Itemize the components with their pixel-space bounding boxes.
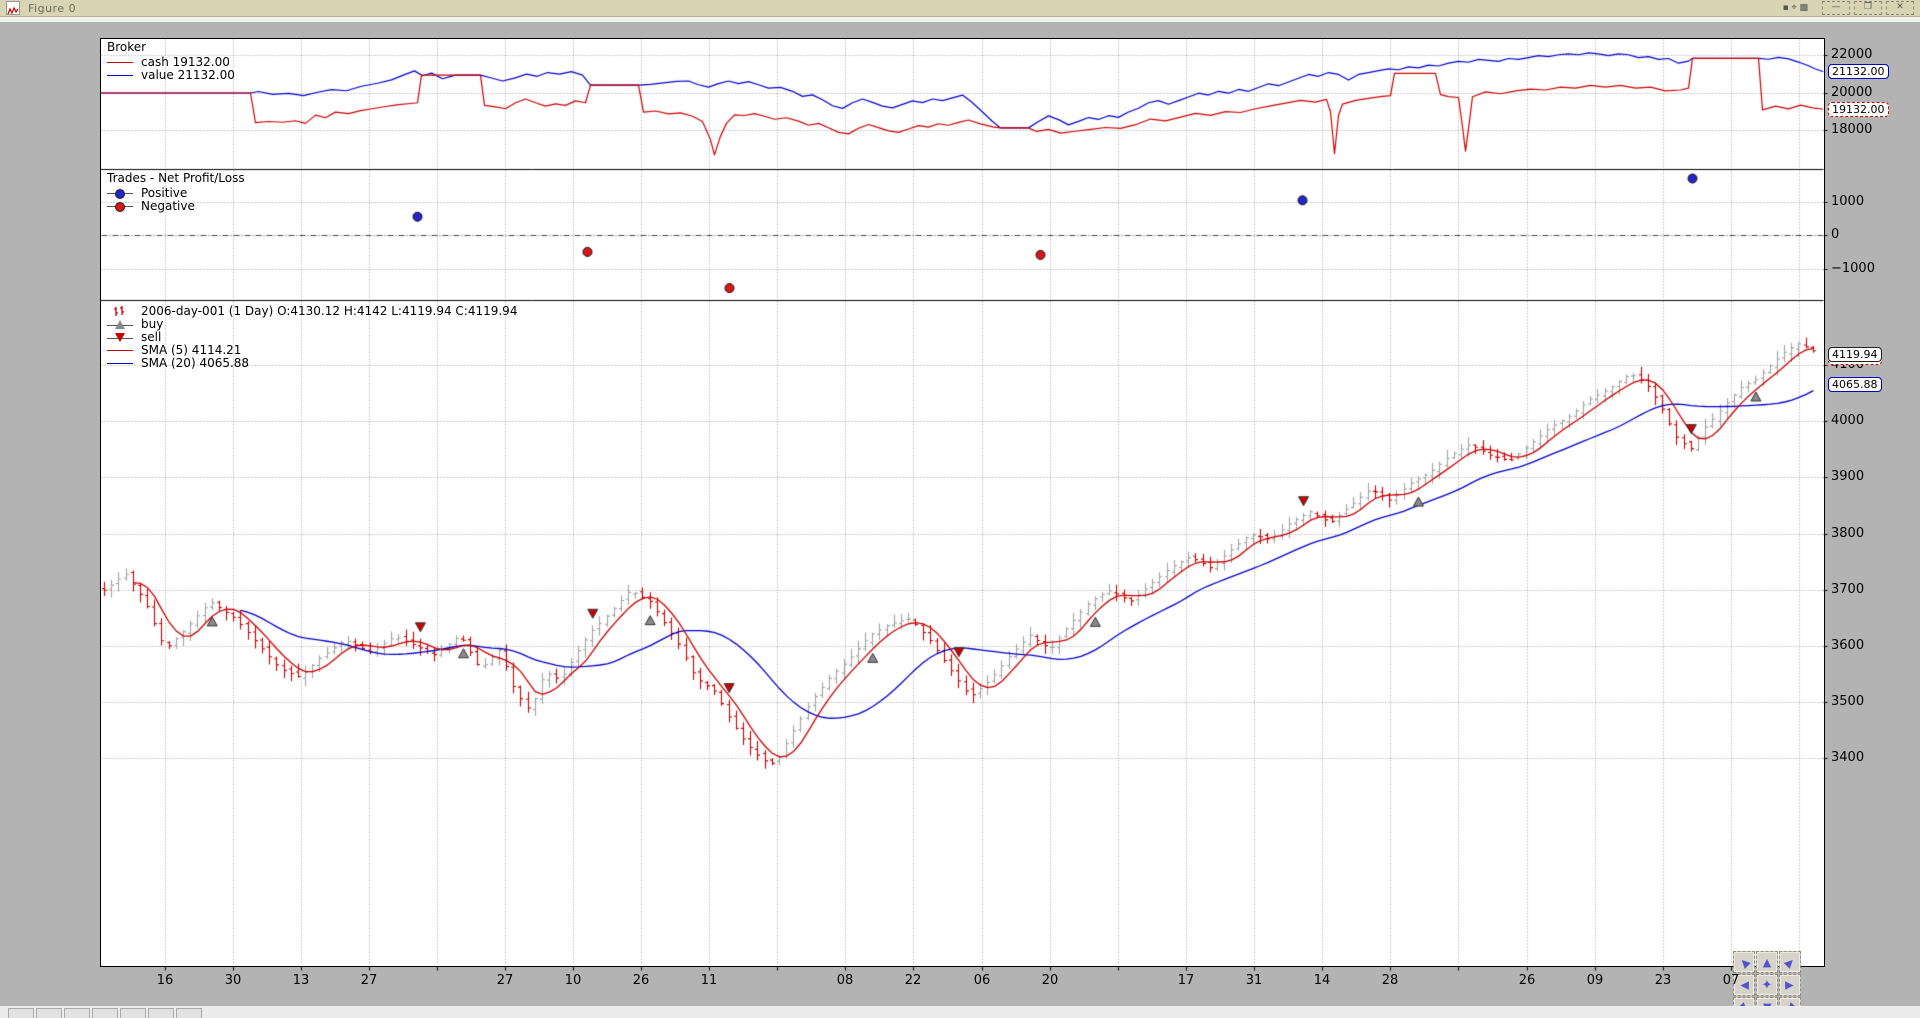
sma20-line-swatch (107, 363, 133, 364)
xtick-label: 20 (1041, 973, 1059, 988)
bottom-toolbar (0, 1006, 1920, 1018)
xtick-label: 11 (700, 973, 718, 988)
trades-ytick-label: −1000 (1831, 261, 1875, 276)
trades-legend: Trades - Net Profit/Loss Positive Negati… (107, 172, 245, 213)
toolbar-button[interactable] (8, 1008, 34, 1018)
cash-legend-label: cash 19132.00 (141, 55, 230, 69)
buy-legend-label: buy (141, 317, 164, 331)
xtick-label: 10 (564, 973, 582, 988)
toolbar-button[interactable] (148, 1008, 174, 1018)
sell-legend-label: sell (141, 330, 162, 344)
pan-up-icon: ▲ (1762, 955, 1772, 969)
window-title: Figure 0 (28, 1, 77, 15)
xtick-label: 14 (1313, 973, 1331, 988)
axis-value-tag: 4119.94 (1828, 347, 1882, 362)
pan-up-button[interactable]: ▲ (1756, 951, 1778, 973)
price-ytick-label: 3700 (1831, 582, 1865, 597)
xtick-label: 09 (1586, 973, 1604, 988)
price-ytick-label: 4000 (1831, 413, 1865, 428)
pan-up-left-button[interactable]: ▲ (1733, 951, 1755, 973)
broker-ytick-label: 18000 (1831, 122, 1873, 137)
axis-value-tag: 21132.00 (1828, 64, 1889, 79)
pan-center-button[interactable]: ✦ (1756, 974, 1778, 996)
candle-icon (107, 306, 133, 317)
plot-frame (100, 38, 1825, 967)
pan-right-icon: ▲ (1783, 980, 1797, 990)
xtick-label: 28 (1381, 973, 1399, 988)
figure-area: Broker cash 19132.00 value 21132.00 Trad… (0, 22, 1920, 1018)
price-ytick-label: 3900 (1831, 469, 1865, 484)
xtick-label: 13 (292, 973, 310, 988)
xtick-label: 06 (973, 973, 991, 988)
toolbar-button[interactable] (36, 1008, 62, 1018)
sma5-legend-label: SMA (5) 4114.21 (141, 343, 242, 357)
broker-ytick-label: 22000 (1831, 47, 1873, 62)
positive-dot-swatch (107, 189, 133, 199)
maximize-button[interactable]: ❐ (1854, 1, 1882, 15)
sell-marker-swatch (107, 332, 133, 343)
matplotlib-icon (6, 1, 20, 15)
negative-dot-swatch (107, 202, 133, 212)
price-ytick-label: 3400 (1831, 750, 1865, 765)
data-series-label: 2006-day-001 (1 Day) O:4130.12 H:4142 L:… (141, 304, 518, 318)
axis-value-tag: 4065.88 (1828, 377, 1882, 392)
price-ytick-label: 3500 (1831, 694, 1865, 709)
window-strip (0, 17, 1920, 22)
pan-up-left-icon: ▲ (1736, 954, 1752, 970)
trades-ytick-label: 0 (1831, 227, 1840, 242)
toolbar-button[interactable] (92, 1008, 118, 1018)
negative-legend-label: Negative (141, 199, 195, 213)
buy-marker-swatch (107, 319, 133, 330)
toolbar-button[interactable] (120, 1008, 146, 1018)
xtick-label: 31 (1245, 973, 1263, 988)
titlebar-mini-icons[interactable]: ▪ ⌖ ▩ (1782, 3, 1808, 13)
price-legend: 2006-day-001 (1 Day) O:4130.12 H:4142 L:… (107, 305, 517, 370)
sma5-line-swatch (107, 350, 133, 351)
cash-line-swatch (107, 62, 133, 63)
close-button[interactable]: ✕ (1886, 1, 1914, 15)
axis-value-tag: 19132.00 (1828, 102, 1889, 117)
value-legend-label: value 21132.00 (141, 68, 235, 82)
pan-right-button[interactable]: ▲ (1779, 974, 1801, 996)
xtick-label: 16 (156, 973, 174, 988)
pan-left-icon: ▲ (1737, 980, 1751, 990)
broker-ytick-label: 20000 (1831, 85, 1873, 100)
pan-up-right-button[interactable]: ▲ (1779, 951, 1801, 973)
broker-legend: Broker cash 19132.00 value 21132.00 (107, 41, 235, 82)
sma20-legend-label: SMA (20) 4065.88 (141, 356, 250, 370)
xtick-label: 22 (904, 973, 922, 988)
minimize-button[interactable]: — (1822, 1, 1850, 15)
price-ytick-label: 3600 (1831, 638, 1865, 653)
value-line-swatch (107, 75, 133, 76)
toolbar-button[interactable] (176, 1008, 202, 1018)
price-ytick-label: 3800 (1831, 526, 1865, 541)
pan-up-right-icon: ▲ (1782, 954, 1798, 970)
pan-center-icon: ✦ (1761, 977, 1773, 993)
xtick-label: 30 (224, 973, 242, 988)
trades-panel-title: Trades - Net Profit/Loss (107, 171, 245, 185)
xtick-label: 07 (1722, 973, 1740, 988)
xtick-label: 08 (836, 973, 854, 988)
xtick-label: 23 (1654, 973, 1672, 988)
positive-legend-label: Positive (141, 186, 188, 200)
broker-panel-title: Broker (107, 40, 147, 54)
xtick-label: 26 (632, 973, 650, 988)
titlebar[interactable]: Figure 0 ▪ ⌖ ▩ — ❐ ✕ (0, 0, 1920, 17)
trades-ytick-label: 1000 (1831, 194, 1865, 209)
xtick-label: 17 (1177, 973, 1195, 988)
xtick-label: 27 (496, 973, 514, 988)
toolbar-button[interactable] (64, 1008, 90, 1018)
xtick-label: 26 (1518, 973, 1536, 988)
xtick-label: 27 (360, 973, 378, 988)
pan-left-button[interactable]: ▲ (1733, 974, 1755, 996)
